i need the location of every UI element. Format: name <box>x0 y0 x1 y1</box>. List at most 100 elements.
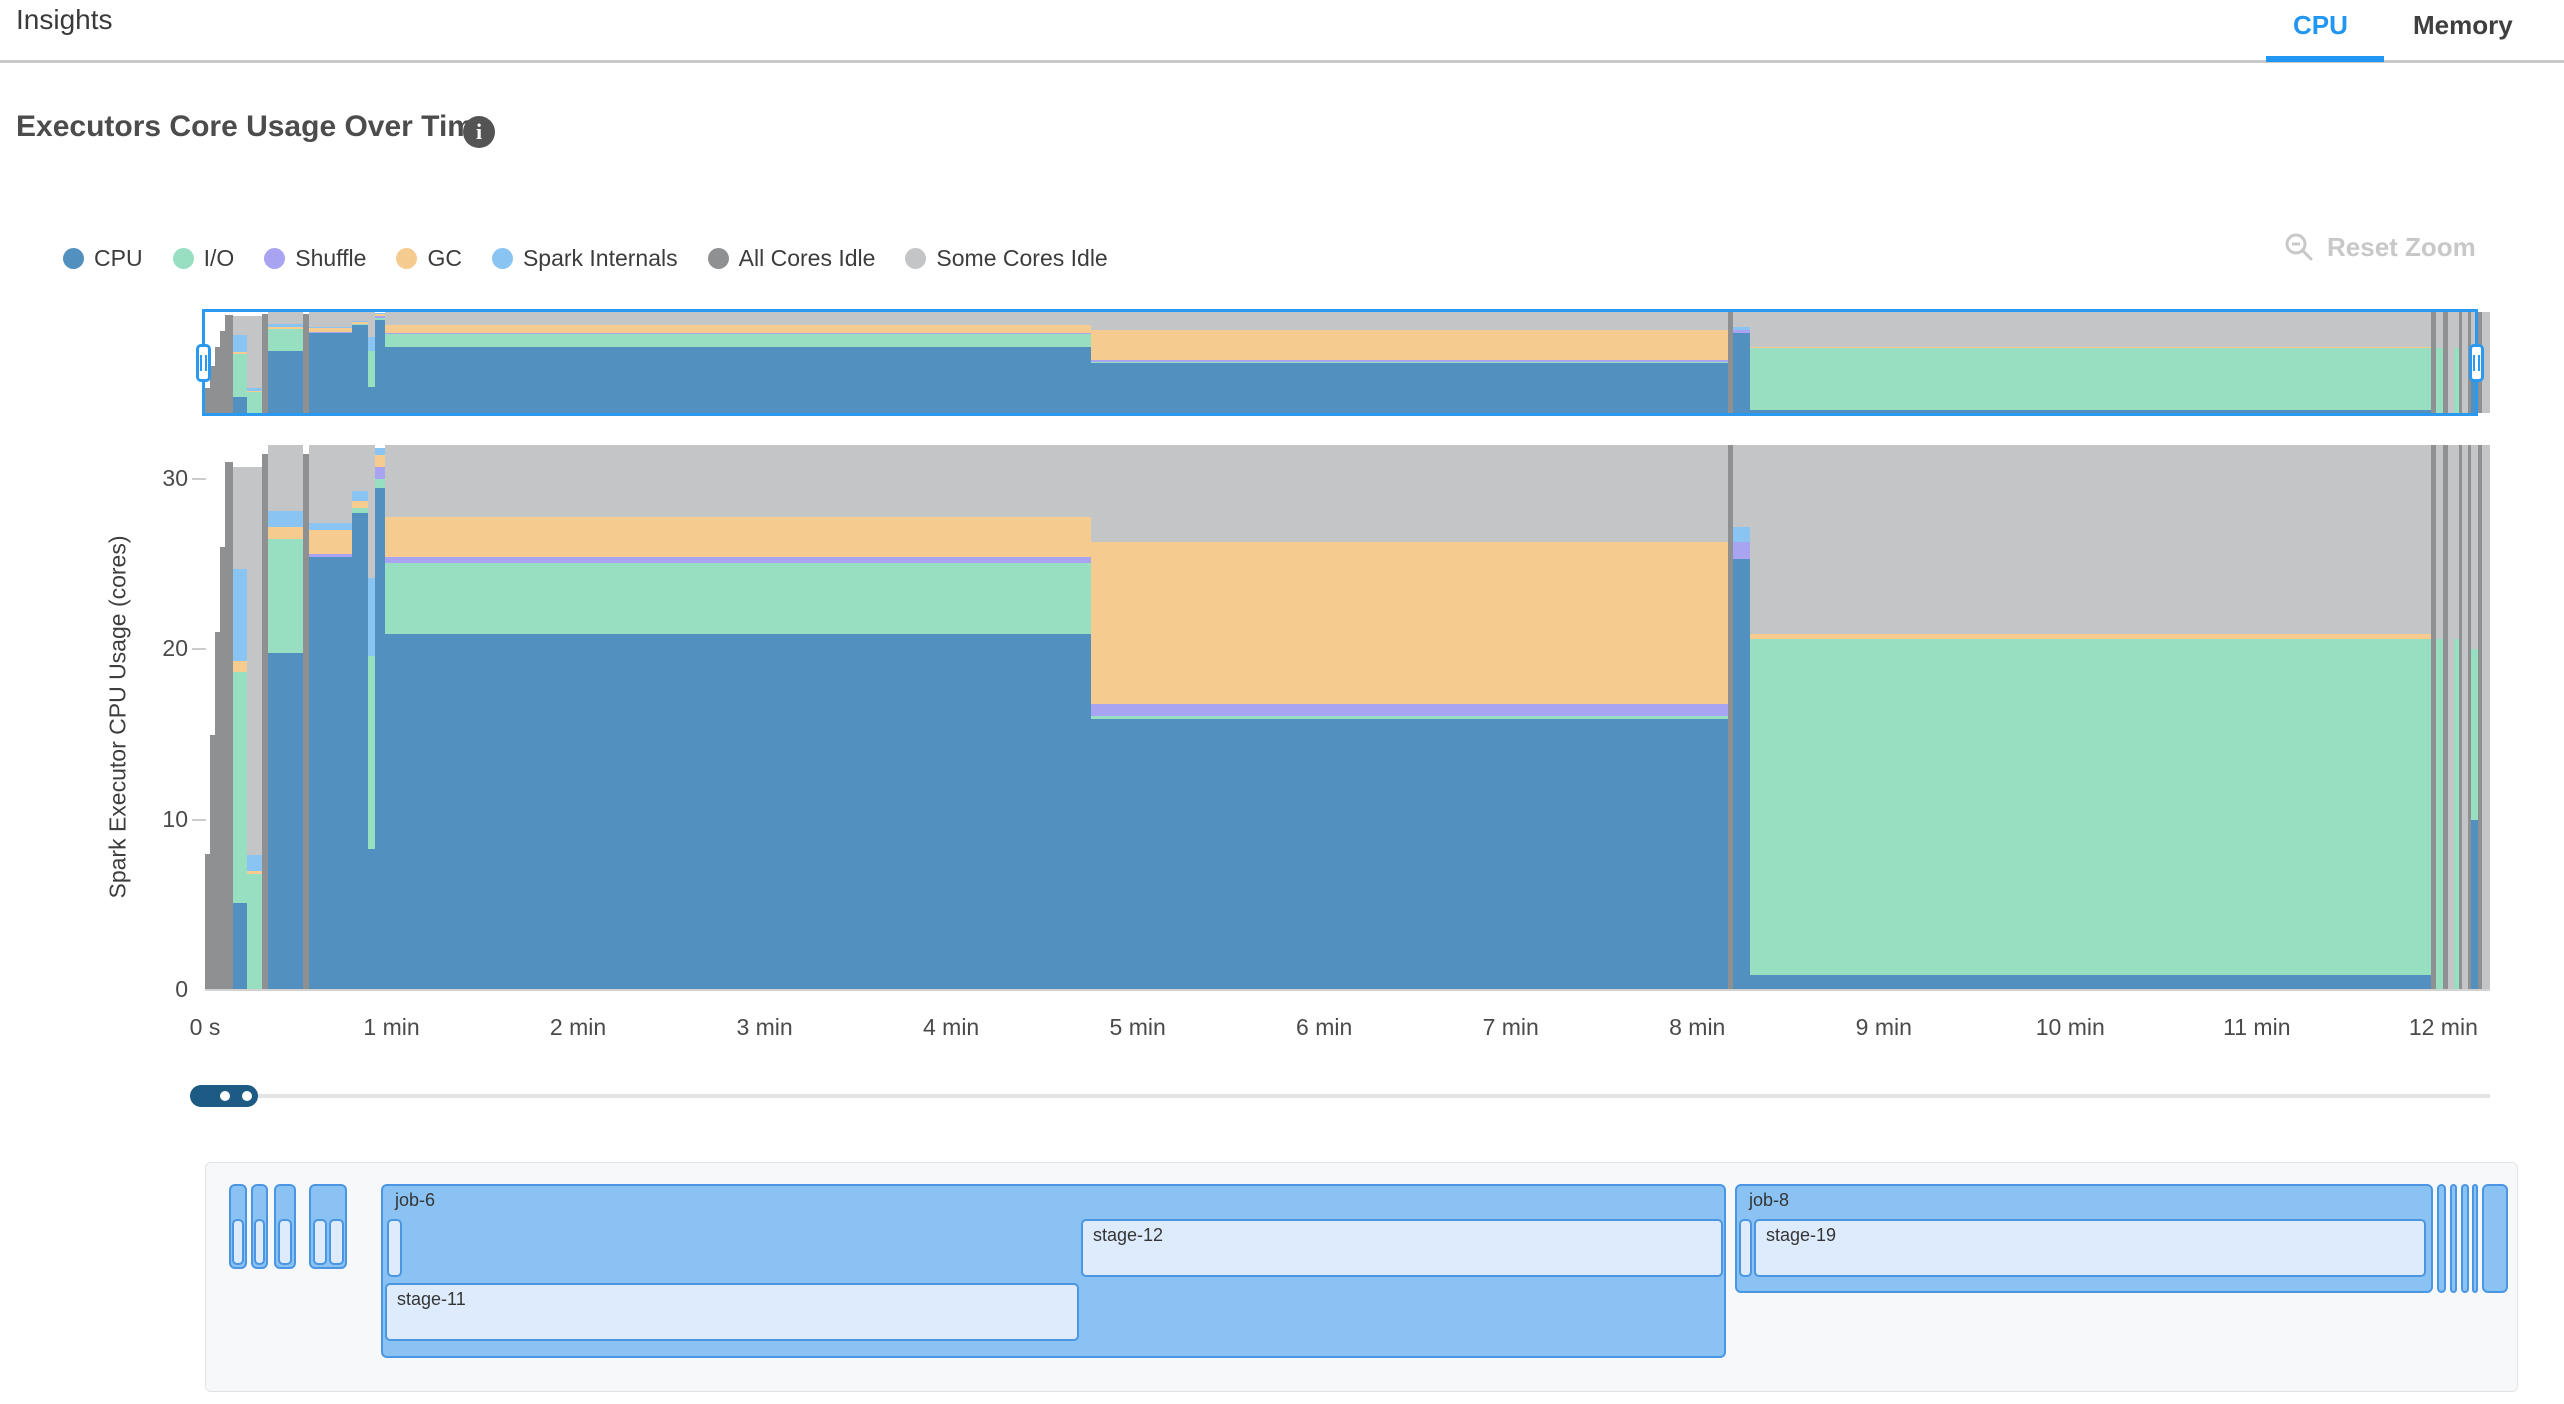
brush-handle-right[interactable] <box>2469 344 2484 382</box>
chart-segment <box>375 445 386 990</box>
band-some_idle <box>308 312 353 327</box>
stage-bar[interactable] <box>1739 1219 1752 1277</box>
stage-bar[interactable] <box>329 1219 344 1265</box>
chart-segment <box>2430 312 2437 413</box>
band-io <box>1750 639 2432 975</box>
stage-label: stage-19 <box>1766 1225 1837 1245</box>
job-bar[interactable] <box>2461 1184 2469 1293</box>
navigator-chart[interactable] <box>205 312 2491 413</box>
band-shuffle <box>385 332 1092 334</box>
chart-segment <box>214 445 221 990</box>
band-all_idle <box>1728 445 1734 990</box>
job-bar[interactable] <box>2450 1184 2457 1293</box>
band-all_idle <box>302 453 310 990</box>
band-all_idle <box>224 462 234 990</box>
band-io <box>2471 649 2479 820</box>
chart-legend: CPU I/O Shuffle GC Spark Internals All C… <box>63 245 1108 272</box>
timeline-slider-handle-left[interactable] <box>214 1085 236 1107</box>
band-io <box>385 333 1092 348</box>
chart-segment <box>2468 445 2472 990</box>
tab-memory[interactable]: Memory <box>2413 10 2513 40</box>
band-internals <box>308 326 353 328</box>
tab-cpu[interactable]: CPU <box>2293 10 2348 40</box>
band-cpu <box>352 513 369 990</box>
band-internals <box>375 448 386 456</box>
chart-segment <box>2471 445 2479 990</box>
timeline-slider-track[interactable] <box>255 1094 2490 1098</box>
band-internals <box>246 855 263 871</box>
band-some_idle <box>2482 312 2491 413</box>
navigator-brush[interactable] <box>196 309 2484 416</box>
band-gc <box>375 313 386 317</box>
job-bar[interactable] <box>2437 1184 2446 1293</box>
band-all_idle <box>2458 445 2463 990</box>
band-some_idle <box>1732 312 1751 328</box>
chart-segment <box>2430 445 2437 990</box>
chart-segment <box>1091 445 1729 990</box>
chart-segment <box>2448 312 2455 413</box>
legend-label: All Cores Idle <box>738 245 876 271</box>
band-some_idle <box>367 445 376 578</box>
band-some_idle <box>2435 312 2444 348</box>
chart-segment <box>2443 312 2449 413</box>
x-axis-line <box>205 989 2490 991</box>
band-all_idle <box>2477 445 2483 990</box>
band-some_idle <box>1750 312 2432 348</box>
legend-item-some-cores-idle: Some Cores Idle <box>905 245 1108 272</box>
main-chart[interactable] <box>205 445 2491 990</box>
stage-bar[interactable] <box>232 1219 244 1265</box>
brush-handle-left[interactable] <box>196 344 211 382</box>
stage-bar[interactable] <box>387 1219 402 1277</box>
reset-zoom-button[interactable]: Reset Zoom <box>2283 231 2476 263</box>
legend-dot-io <box>172 248 194 269</box>
chart-segment <box>268 445 304 990</box>
band-internals <box>232 569 248 662</box>
chart-segment <box>205 445 211 990</box>
band-some_idle <box>1091 312 1729 330</box>
band-cpu <box>385 634 1092 990</box>
band-gc <box>268 526 304 539</box>
legend-dot-all-cores-idle <box>707 248 729 269</box>
stage-bar[interactable] <box>313 1219 327 1265</box>
band-io <box>2454 639 2460 990</box>
y-tick-label: 20 <box>162 635 188 662</box>
band-gc <box>308 530 353 554</box>
stage-bar-stage-19[interactable]: stage-19 <box>1754 1219 2426 1277</box>
stage-bar[interactable] <box>278 1219 292 1265</box>
chart-segment <box>2454 445 2460 990</box>
band-io <box>268 329 304 351</box>
chart-segment <box>2458 312 2463 413</box>
band-cpu <box>268 350 304 413</box>
band-io <box>352 508 369 514</box>
band-some_idle <box>2462 312 2469 413</box>
band-internals <box>352 490 369 502</box>
band-cpu <box>375 487 386 990</box>
chart-segment <box>302 312 310 413</box>
chart-segment <box>219 312 226 413</box>
band-all_idle <box>2458 312 2463 413</box>
band-all_idle <box>209 365 216 413</box>
band-some_idle <box>268 445 304 512</box>
band-internals <box>268 324 304 328</box>
band-all_idle <box>1728 312 1734 413</box>
stage-bar-stage-11[interactable]: stage-11 <box>385 1283 1079 1341</box>
stage-bar[interactable] <box>254 1219 265 1265</box>
y-tick-label: 30 <box>162 465 188 492</box>
x-tick-label: 6 min <box>1296 1014 1353 1040</box>
chart-segment <box>375 312 386 413</box>
band-shuffle <box>308 554 353 558</box>
legend-dot-spark-internals <box>491 248 513 269</box>
band-all_idle <box>219 330 226 413</box>
chart-segment <box>352 445 369 990</box>
chart-segment <box>367 312 376 413</box>
band-shuffle <box>375 467 386 480</box>
timeline-slider-handle-right[interactable] <box>236 1085 258 1107</box>
y-tick-mark <box>192 478 206 481</box>
job-bar[interactable] <box>2482 1184 2508 1293</box>
band-gc <box>1750 347 2432 348</box>
band-cpu <box>1732 333 1751 413</box>
stage-bar-stage-12[interactable]: stage-12 <box>1081 1219 1723 1277</box>
job-bar[interactable] <box>2472 1184 2478 1293</box>
info-icon[interactable]: i <box>463 116 495 148</box>
